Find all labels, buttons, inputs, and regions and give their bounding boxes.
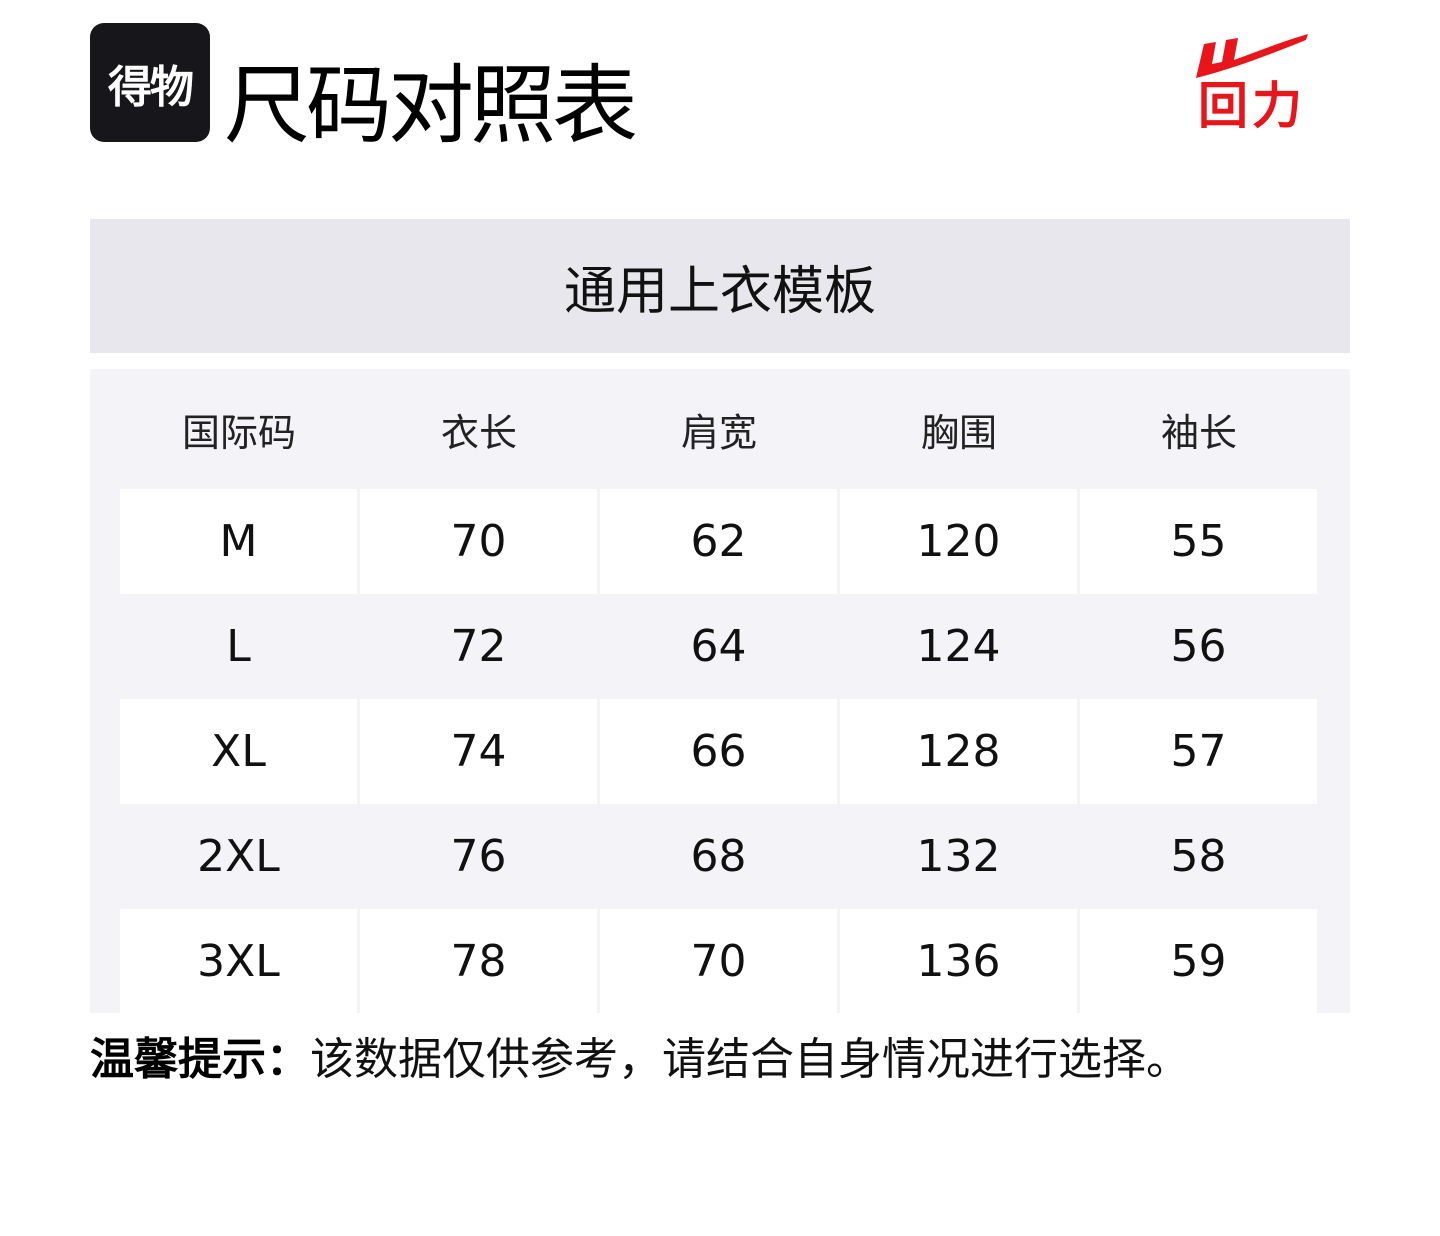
table-cell: 56: [1170, 621, 1227, 672]
table-row: 3XL 78 70 136 59: [90, 909, 1350, 1014]
table-cell: 124: [916, 621, 1001, 672]
page-title: 尺码对照表: [224, 56, 638, 156]
table-row: XL 74 66 128 57: [90, 699, 1350, 804]
table-cell: 58: [1170, 831, 1227, 882]
table-cell: 62: [600, 489, 837, 594]
column-header: 国际码: [181, 410, 296, 455]
table-row: M 70 62 120 55: [90, 489, 1350, 594]
table-cell: 70: [600, 909, 837, 1014]
table-cell: 59: [1080, 909, 1317, 1014]
template-title: 通用上衣模板: [90, 219, 1350, 353]
table-cell: 57: [1080, 699, 1317, 804]
table-cell: 68: [690, 831, 747, 882]
table-cell: 78: [360, 909, 597, 1014]
table-cell: 70: [360, 489, 597, 594]
size-table: 国际码 衣长 肩宽 胸围 袖长 M 70 62 120 55 L 72 64 124 56 XL 74 66 128…: [90, 369, 1350, 1014]
tip-text: 该数据仅供参考，请结合自身情况进行选择。: [310, 1034, 1190, 1085]
app-logo: 得物: [90, 23, 210, 142]
column-header: 胸围: [920, 410, 997, 455]
table-cell: M: [120, 489, 357, 594]
table-cell: 76: [450, 831, 507, 882]
tip: 温馨提示：该数据仅供参考，请结合自身情况进行选择。: [90, 1030, 1190, 1090]
column-header: 衣长: [440, 410, 517, 455]
table-cell: XL: [120, 699, 357, 804]
table-cell: L: [226, 621, 251, 672]
table-cell: 74: [360, 699, 597, 804]
table-row: 2XL 76 68 132 58: [90, 804, 1350, 909]
table-cell: 72: [450, 621, 507, 672]
table-cell: 120: [840, 489, 1077, 594]
table-cell: 66: [600, 699, 837, 804]
table-cell: 2XL: [197, 831, 280, 882]
table-cell: 3XL: [120, 909, 357, 1014]
table-cell: 128: [840, 699, 1077, 804]
table-cell: 132: [916, 831, 1001, 882]
brand-logo-text: 回力: [1198, 77, 1306, 135]
tip-label: 温馨提示：: [90, 1034, 310, 1085]
table-cell: 55: [1080, 489, 1317, 594]
table-row: L 72 64 124 56: [90, 594, 1350, 699]
table-cell: 64: [690, 621, 747, 672]
column-header: 袖长: [1160, 410, 1237, 455]
table-cell: 136: [840, 909, 1077, 1014]
brand-logo-swoosh-icon: [1196, 34, 1308, 78]
app-logo-text: 得物: [108, 61, 194, 113]
column-header: 肩宽: [680, 410, 757, 455]
